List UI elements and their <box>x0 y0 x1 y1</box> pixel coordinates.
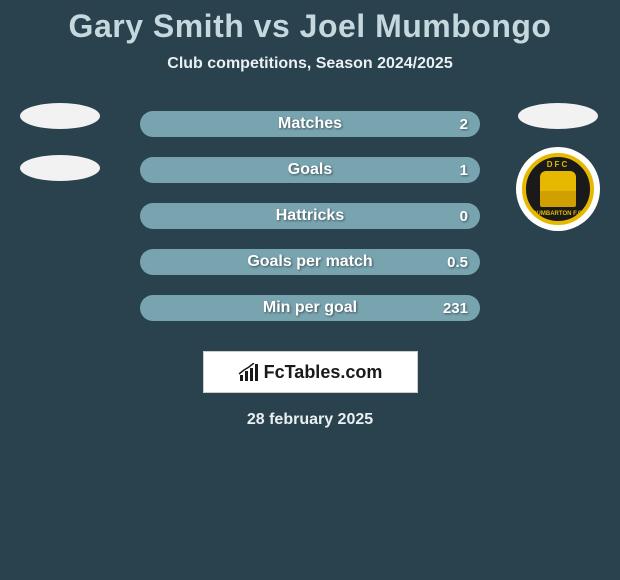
club-badge-inner: DFC DUMBARTON F.C. <box>522 153 594 225</box>
bar-chart-icon <box>238 363 260 381</box>
right-player-avatars: DFC DUMBARTON F.C. <box>516 103 600 231</box>
stat-label: Min per goal <box>263 299 357 317</box>
stat-row-goals-per-match: Goals per match 0.5 <box>140 249 480 275</box>
logo-text: FcTables.com <box>264 362 383 383</box>
stat-value-right: 1 <box>460 162 468 179</box>
elephant-icon <box>540 171 576 207</box>
fctables-logo: FcTables.com <box>203 351 418 393</box>
player-avatar-placeholder <box>20 155 100 181</box>
stat-rows: Matches 2 Goals 1 Hattricks 0 Goals per … <box>140 111 480 321</box>
stat-label: Goals per match <box>247 253 372 271</box>
stat-row-matches: Matches 2 <box>140 111 480 137</box>
stat-row-hattricks: Hattricks 0 <box>140 203 480 229</box>
subtitle: Club competitions, Season 2024/2025 <box>0 55 620 73</box>
badge-text-bottom: DUMBARTON F.C. <box>532 211 584 217</box>
club-badge: DFC DUMBARTON F.C. <box>516 147 600 231</box>
player-avatar-placeholder <box>20 103 100 129</box>
player-avatar-placeholder <box>518 103 598 129</box>
left-player-avatars <box>20 103 100 181</box>
stat-value-right: 0.5 <box>447 254 468 271</box>
date: 28 february 2025 <box>0 411 620 429</box>
stat-value-right: 2 <box>460 116 468 133</box>
stat-row-min-per-goal: Min per goal 231 <box>140 295 480 321</box>
stat-value-right: 231 <box>443 300 468 317</box>
stats-area: DFC DUMBARTON F.C. Matches 2 Goals 1 Hat… <box>0 111 620 321</box>
stat-label: Hattricks <box>276 207 344 225</box>
stat-row-goals: Goals 1 <box>140 157 480 183</box>
stat-label: Matches <box>278 115 342 133</box>
page-title: Gary Smith vs Joel Mumbongo <box>0 0 620 45</box>
badge-text-top: DFC <box>547 160 569 169</box>
stat-value-right: 0 <box>460 208 468 225</box>
stat-label: Goals <box>288 161 332 179</box>
